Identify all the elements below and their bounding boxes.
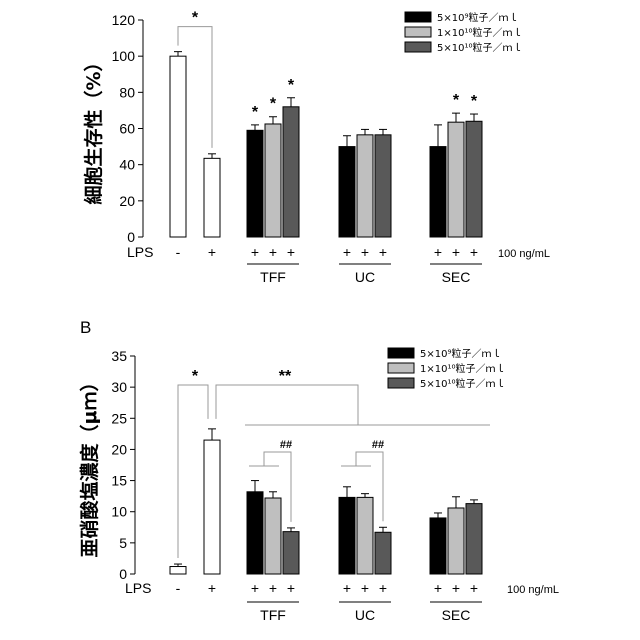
lps-sign: + — [287, 244, 295, 260]
lps-sign: + — [434, 580, 442, 596]
significance-marker: * — [192, 10, 199, 27]
lps-sign: + — [251, 580, 259, 596]
bar-tff — [283, 532, 299, 574]
y-tick-label: 20 — [111, 441, 127, 457]
bar-sec — [466, 504, 482, 574]
legend-swatch — [405, 42, 431, 52]
bar-control — [204, 440, 220, 574]
significance-marker: * — [453, 92, 460, 109]
bar-sec — [430, 518, 446, 574]
lps-sign: + — [379, 580, 387, 596]
legend-swatch — [388, 348, 414, 358]
significance-marker: * — [471, 93, 478, 110]
significance-bracket — [216, 385, 358, 425]
significance-marker: ** — [279, 368, 292, 385]
legend-swatch — [405, 27, 431, 37]
chart-b-nitrite-concentration: 05101520253035亜硝酸塩濃度（μｍ）LPS-++++++++++10… — [78, 347, 559, 623]
lps-sign: + — [208, 580, 216, 596]
lps-sign: + — [452, 244, 460, 260]
lps-sign: + — [452, 580, 460, 596]
lps-sign: - — [176, 244, 181, 260]
bar-uc — [375, 532, 391, 574]
legend-swatch — [388, 363, 414, 373]
lps-sign: + — [287, 580, 295, 596]
lps-sign: + — [361, 580, 369, 596]
bar-sec — [430, 147, 446, 237]
lps-dose-label: 100 ng/mL — [507, 584, 559, 596]
bar-uc — [357, 497, 373, 574]
bar-control — [170, 567, 186, 574]
y-tick-label: 60 — [119, 121, 135, 137]
y-tick-label: 15 — [111, 473, 127, 489]
lps-sign: + — [269, 244, 277, 260]
group-label: SEC — [442, 269, 471, 285]
bar-sec — [466, 121, 482, 237]
legend-label: 5×10¹⁰粒子／ｍｌ — [420, 377, 505, 390]
lps-sign: + — [379, 244, 387, 260]
lps-sign: + — [343, 580, 351, 596]
significance-marker: * — [252, 104, 259, 121]
y-tick-label: 35 — [111, 348, 127, 364]
bar-control — [204, 158, 220, 237]
legend-label: 5×10⁹粒子／ｍｌ — [437, 11, 518, 24]
y-axis-label: 亜硝酸塩濃度（μｍ） — [78, 373, 101, 558]
bar-tff — [265, 124, 281, 237]
legend-swatch — [405, 12, 431, 22]
lps-sign: + — [470, 580, 478, 596]
y-tick-label: 40 — [119, 157, 135, 173]
group-label: UC — [355, 269, 375, 285]
lps-sign: + — [269, 580, 277, 596]
y-tick-label: 30 — [111, 379, 127, 395]
bar-uc — [339, 497, 355, 574]
lps-sign: + — [470, 244, 478, 260]
legend-label: 5×10¹⁰粒子／ｍｌ — [437, 41, 522, 54]
significance-marker: ## — [372, 439, 384, 451]
lps-sign: + — [361, 244, 369, 260]
lps-sign: + — [251, 244, 259, 260]
group-label: UC — [355, 607, 375, 623]
legend-label: 1×10¹⁰粒子／ｍｌ — [437, 26, 522, 39]
bar-sec — [448, 508, 464, 574]
y-tick-label: 5 — [119, 535, 127, 551]
significance-marker: * — [270, 96, 277, 113]
y-tick-label: 20 — [119, 193, 135, 209]
y-tick-label: 120 — [112, 12, 136, 28]
chart-a-cell-viability: 0 20 40 60 80 100 120 細胞生存性（%） LPS - + + + + + + + + + +100… — [82, 10, 550, 285]
y-tick-label: 25 — [111, 410, 127, 426]
significance-marker: * — [288, 77, 295, 94]
significance-marker: ## — [280, 439, 292, 451]
lps-label: LPS — [127, 244, 153, 260]
panel-b-label: B — [80, 318, 91, 337]
bar-uc — [375, 135, 391, 237]
lps-dose-label: 100 ng/mL — [498, 248, 550, 260]
legend-swatch — [388, 378, 414, 388]
legend-label: 5×10⁹粒子／ｍｌ — [420, 347, 501, 360]
y-tick-label: 100 — [112, 48, 136, 64]
lps-sign: + — [343, 244, 351, 260]
lps-label: LPS — [125, 580, 151, 596]
bar-tff — [265, 498, 281, 574]
group-label: TFF — [260, 269, 286, 285]
y-tick-label: 80 — [119, 84, 135, 100]
y-axis-label: 細胞生存性（%） — [82, 52, 105, 204]
lps-sign: - — [176, 580, 181, 596]
bar-tff — [247, 492, 263, 574]
lps-sign: + — [208, 244, 216, 260]
group-label: SEC — [442, 607, 471, 623]
y-tick-label: 10 — [111, 504, 127, 520]
lps-sign: + — [434, 244, 442, 260]
y-tick-label: 0 — [127, 229, 135, 245]
bar-uc — [339, 147, 355, 237]
bar-sec — [448, 122, 464, 237]
bar-tff — [283, 107, 299, 237]
bar-control — [170, 56, 186, 237]
bar-uc — [357, 135, 373, 237]
significance-marker: * — [192, 368, 199, 385]
bar-tff — [247, 130, 263, 237]
group-label: TFF — [260, 607, 286, 623]
legend-label: 1×10¹⁰粒子／ｍｌ — [420, 362, 505, 375]
